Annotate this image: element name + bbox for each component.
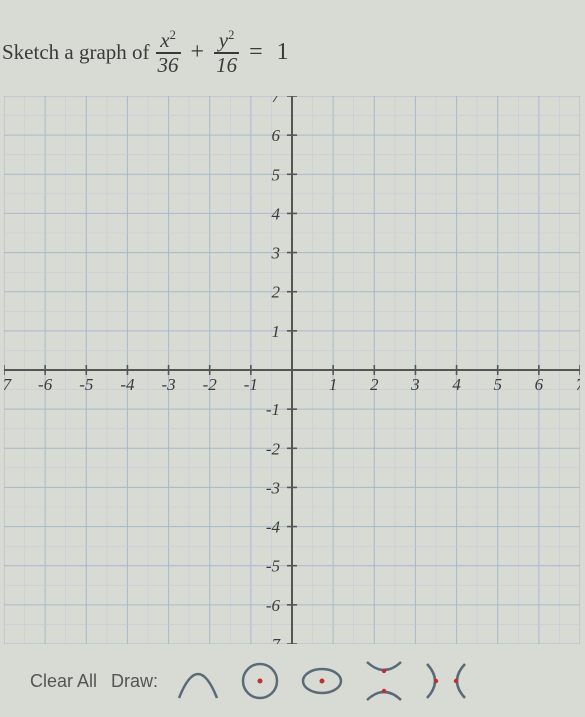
graph-canvas[interactable]: -7 -6 -5 -4 -3 -2 -1 1 2 3 4 5 6 7 -7 -6 -5 -4 -3 -2 -1 1 2 3 4 5… (4, 96, 580, 644)
draw-label: Draw: (111, 671, 158, 692)
tick-label: 6 (272, 126, 281, 145)
tool-hyperbola-horiz[interactable] (420, 657, 472, 705)
tick-label: 3 (410, 375, 420, 394)
tick-label: -2 (203, 375, 218, 394)
tick-label: -3 (161, 375, 175, 394)
question-prompt: Sketch a graph of x2 36 + y2 16 = 1 (2, 28, 293, 77)
tick-label: 3 (271, 244, 281, 263)
tick-label: -3 (266, 478, 280, 497)
tick-label: 1 (329, 375, 338, 394)
coordinate-grid[interactable]: -7 -6 -5 -4 -3 -2 -1 1 2 3 4 5 6 7 -7 -6 -5 -4 -3 -2 -1 1 2 3 4 5… (4, 96, 580, 644)
tick-label: 7 (272, 96, 282, 106)
tick-label: 5 (493, 375, 502, 394)
tick-label: 1 (272, 322, 281, 341)
fraction-1: x2 36 (156, 28, 181, 77)
tool-parabola[interactable] (172, 657, 224, 705)
fraction-2: y2 16 (214, 28, 239, 77)
tick-label: -6 (38, 375, 53, 394)
tick-label: -6 (266, 596, 281, 615)
tick-label: -1 (266, 400, 280, 419)
tick-label: 6 (535, 375, 544, 394)
rhs-value: 1 (273, 39, 293, 66)
tick-label: -2 (266, 439, 281, 458)
tick-label: 4 (452, 375, 461, 394)
equals-sign: = (245, 39, 267, 66)
plus-sign: + (187, 39, 209, 66)
prompt-lead: Sketch a graph of (2, 40, 150, 65)
tick-label: 2 (272, 283, 281, 302)
tick-label: -7 (4, 375, 13, 394)
tick-label: -4 (120, 375, 135, 394)
tick-label: 7 (576, 375, 580, 394)
tick-label: -5 (266, 557, 280, 576)
tool-circle-dot[interactable] (234, 657, 286, 705)
tool-hyperbola-vert[interactable] (358, 657, 410, 705)
tool-ellipse-dot[interactable] (296, 657, 348, 705)
tick-label: -7 (266, 635, 282, 644)
tick-label: -1 (244, 375, 258, 394)
tick-label: -4 (266, 518, 281, 537)
tick-label: 5 (272, 165, 281, 184)
draw-toolbar: Clear All Draw: (30, 657, 472, 705)
tick-label: 4 (272, 204, 281, 223)
clear-all-button[interactable]: Clear All (30, 671, 97, 692)
tick-label: 2 (370, 375, 379, 394)
tick-label: -5 (79, 375, 93, 394)
